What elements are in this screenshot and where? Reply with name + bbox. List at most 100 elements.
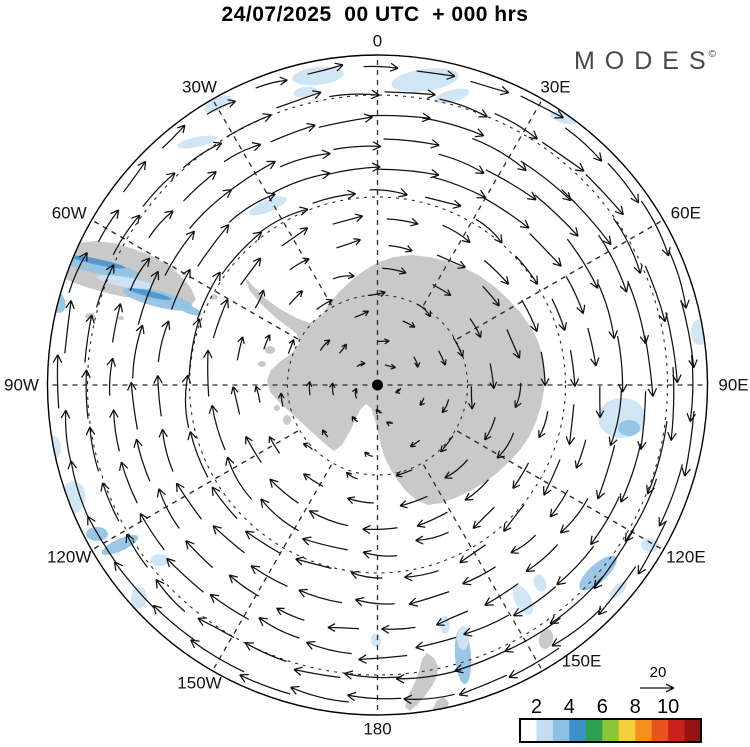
wind-arrow [484, 416, 496, 441]
wind-arrow [225, 456, 253, 500]
wind-speed-shading-patch [440, 616, 450, 634]
wind-speed-shading-patch [70, 255, 126, 269]
wind-arrow [458, 674, 508, 697]
wind-arrow [333, 141, 382, 151]
wind-arrow [564, 127, 603, 162]
wind-speed-shading-patch [457, 626, 469, 650]
colorbar-tick-label: 10 [657, 696, 679, 718]
wind-arrow [211, 486, 238, 520]
wind-arrow [388, 244, 413, 253]
colorbar-segment [552, 719, 570, 742]
wind-arrow [81, 369, 91, 419]
wind-arrow [321, 429, 329, 438]
wind-arrow [559, 498, 589, 534]
wind-arrow [421, 117, 485, 138]
wind-arrow [403, 693, 455, 705]
wind-speed-shading-patch [130, 587, 148, 609]
wind-arrow [521, 299, 539, 333]
wind-arrow [255, 76, 288, 89]
modes-logo: MODES© [574, 47, 716, 76]
wind-arrow [439, 98, 488, 118]
wind-arrow [463, 614, 510, 637]
longitude-label-150W: 150W [177, 673, 221, 692]
wind-arrow [362, 524, 398, 535]
wind-arrow [129, 257, 151, 291]
wind-speed-shading-patch [151, 554, 169, 566]
wind-arrow [347, 496, 374, 505]
wind-arrow [153, 375, 163, 417]
wind-arrow [482, 285, 500, 307]
wind-arrow [510, 534, 537, 554]
wind-arrow [417, 303, 432, 318]
wind-arrow [595, 444, 616, 500]
wind-arrow [295, 556, 332, 570]
wind-arrow [467, 386, 476, 410]
wind-arrow [624, 478, 658, 543]
longitude-label-0: 0 [373, 32, 382, 51]
wind-arrow [276, 607, 305, 621]
wind-arrow [409, 439, 421, 448]
wind-arrow [419, 397, 425, 406]
wind-arrow [619, 443, 642, 503]
wind-arrow [155, 578, 186, 613]
longitude-label-30W: 30W [182, 78, 217, 97]
wind-arrow [627, 280, 650, 345]
colorbar-segment [520, 719, 537, 742]
longitude-label-150E: 150E [562, 651, 602, 670]
wind-speed-shading-patch [128, 287, 172, 301]
wind-speed-shading-patch [97, 275, 153, 289]
wind-arrow [598, 234, 629, 293]
wind-arrow [254, 289, 266, 309]
colorbar-segment [602, 719, 620, 742]
wind-arrow [197, 617, 235, 639]
wind-arrow [484, 583, 519, 606]
wind-arrow [551, 298, 567, 331]
wind-arrow [64, 300, 75, 354]
wind-speed-shading-patch [641, 538, 659, 552]
landmass-island [274, 405, 280, 411]
wind-arrow [367, 290, 386, 297]
wind-arrow [347, 691, 402, 702]
wind-arrow [289, 257, 310, 271]
landmass-tasmania [538, 629, 554, 649]
wind-arrow [228, 574, 260, 597]
wind-arrow [290, 685, 349, 703]
wind-arrow [496, 432, 515, 459]
wind-arrow [307, 62, 344, 75]
wind-arrow [384, 363, 396, 370]
wind-arrow [111, 303, 124, 343]
landmass-new-zealand-south [405, 653, 438, 711]
map-boundary-circle [46, 54, 709, 716]
wind-arrow [452, 337, 465, 358]
wind-arrow [441, 399, 450, 414]
wind-arrow [459, 544, 486, 564]
wind-arrow [472, 506, 495, 529]
colorbar-tick-label: 2 [531, 696, 542, 718]
wind-arrow [166, 557, 204, 593]
wind-arrow [515, 255, 539, 285]
wind-arrow [250, 565, 288, 587]
wind-arrow [541, 141, 585, 172]
wind-arrow [436, 254, 466, 269]
wind-arrow [475, 218, 503, 244]
wind-arrow [305, 381, 313, 396]
wind-arrow [345, 471, 358, 480]
wind-arrow [161, 124, 186, 149]
longitude-label-30E: 30E [540, 78, 570, 97]
wind-arrow [123, 160, 147, 193]
wind-arrow [175, 482, 202, 520]
longitude-label-90W: 90W [4, 376, 39, 395]
landmass-antarctica [244, 255, 545, 505]
wind-arrow [112, 214, 141, 256]
wind-arrow [608, 390, 622, 447]
wind-arrow [84, 314, 95, 363]
wind-arrow [681, 410, 695, 477]
colorbar-segment [651, 719, 669, 742]
wind-arrow [534, 194, 579, 237]
longitude-label-120E: 120E [666, 548, 706, 567]
south-pole-dot [372, 379, 383, 391]
wind-arrow [520, 95, 564, 119]
wind-arrow [60, 409, 72, 463]
